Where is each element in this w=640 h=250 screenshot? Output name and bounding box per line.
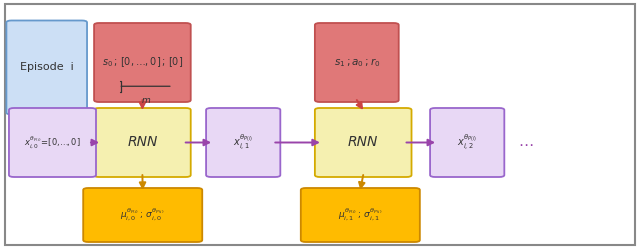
FancyBboxPatch shape xyxy=(6,20,87,114)
Text: $m$: $m$ xyxy=(141,96,150,105)
FancyBboxPatch shape xyxy=(430,108,504,177)
FancyBboxPatch shape xyxy=(9,108,96,177)
FancyBboxPatch shape xyxy=(315,23,399,102)
Text: $\mu^{\theta_{P(i)}}_{i,0}\,;\,\sigma^{\theta_{P(i)}}_{i,0}$: $\mu^{\theta_{P(i)}}_{i,0}\,;\,\sigma^{\… xyxy=(120,207,165,223)
FancyBboxPatch shape xyxy=(206,108,280,177)
FancyBboxPatch shape xyxy=(83,188,202,242)
Text: $x^{\theta_{P(i)}}_{i,0}\!=\![0,\!\ldots\!,0]$: $x^{\theta_{P(i)}}_{i,0}\!=\![0,\!\ldots… xyxy=(24,134,81,150)
FancyBboxPatch shape xyxy=(94,108,191,177)
Text: $s_1\,;a_0\,;r_0$: $s_1\,;a_0\,;r_0$ xyxy=(333,56,380,69)
Text: RNN: RNN xyxy=(348,136,378,149)
Text: Episode  i: Episode i xyxy=(20,62,74,72)
Text: $x^{\theta_{P(i)}}_{i,2}$: $x^{\theta_{P(i)}}_{i,2}$ xyxy=(457,132,477,152)
FancyBboxPatch shape xyxy=(94,23,191,102)
FancyBboxPatch shape xyxy=(315,108,412,177)
Text: $x^{\theta_{P(i)}}_{i,1}$: $x^{\theta_{P(i)}}_{i,1}$ xyxy=(233,132,253,152)
FancyBboxPatch shape xyxy=(301,188,420,242)
Text: $s_0\,;\,[0,\ldots,0]\,;\,[0]$: $s_0\,;\,[0,\ldots,0]\,;\,[0]$ xyxy=(102,56,183,70)
Text: $\mu^{\theta_{P(i)}}_{i,1}\,;\,\sigma^{\theta_{P(i)}}_{i,1}$: $\mu^{\theta_{P(i)}}_{i,1}\,;\,\sigma^{\… xyxy=(338,207,383,223)
Text: RNN: RNN xyxy=(127,136,157,149)
Text: $\cdots$: $\cdots$ xyxy=(518,136,534,151)
